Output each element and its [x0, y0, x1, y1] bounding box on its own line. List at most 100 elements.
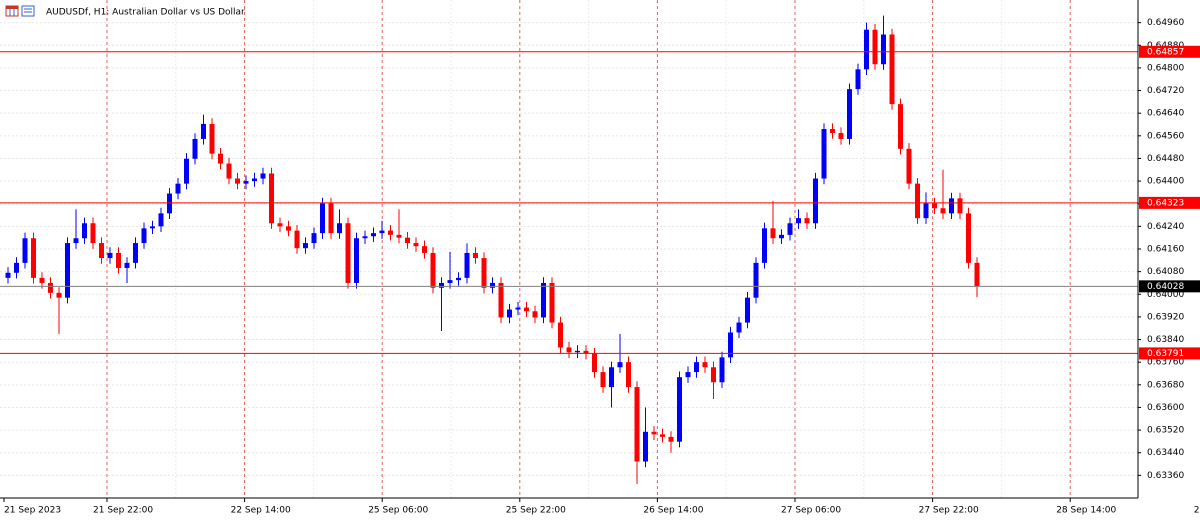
candle-body	[39, 277, 45, 283]
candle-body	[617, 362, 623, 368]
candle-body	[762, 228, 767, 263]
candle-body	[813, 178, 818, 224]
candle-body	[864, 29, 869, 70]
candle-body	[413, 243, 419, 247]
y-tick-label: 0.63840	[1147, 335, 1184, 345]
candle-body	[65, 243, 70, 298]
candle-body	[5, 272, 11, 278]
price-level-label: 0.63791	[1147, 349, 1184, 359]
candle-body	[532, 311, 538, 318]
candle-body	[677, 377, 682, 442]
price-level-tag	[1139, 347, 1200, 360]
candle-body	[388, 230, 393, 235]
candle-body	[99, 243, 104, 259]
candle-body	[345, 223, 351, 283]
time-axis	[0, 498, 1200, 521]
y-tick-label: 0.63360	[1147, 471, 1184, 481]
candle-body	[337, 223, 342, 234]
candle-body	[439, 282, 444, 288]
candle-body	[362, 236, 368, 239]
current-price-tag	[1139, 280, 1200, 293]
candle-body	[694, 362, 699, 373]
candle-body	[447, 280, 453, 283]
candle-body	[549, 282, 555, 323]
candle-body	[464, 252, 470, 278]
candle-body	[286, 226, 291, 231]
x-tick-label: 27 Sep 06:00	[781, 506, 841, 516]
candle-body	[745, 297, 750, 323]
candle-body	[498, 282, 504, 318]
x-tick-label: 27 Sep 22:00	[919, 506, 979, 516]
candle-body	[915, 183, 920, 219]
candle-body	[821, 129, 827, 179]
candle-body	[558, 322, 563, 348]
candle-body	[634, 387, 640, 462]
candle-body	[303, 243, 308, 249]
candle-body	[56, 292, 62, 298]
candle-body	[592, 353, 597, 373]
candle-body	[371, 233, 376, 237]
candle-body	[515, 307, 521, 310]
candle-body	[456, 277, 461, 281]
candle-body	[48, 282, 53, 293]
candle-body	[566, 347, 572, 353]
candle-body	[73, 238, 79, 244]
candle-body	[702, 362, 708, 368]
y-tick-label: 0.63520	[1147, 426, 1184, 436]
symbol-icon	[5, 5, 35, 17]
candle-body	[600, 372, 606, 388]
candle-body	[643, 431, 648, 462]
candle-body	[626, 362, 631, 388]
candle-body	[201, 123, 206, 139]
x-tick-label: 25 Sep 22:00	[506, 506, 566, 516]
y-tick-label: 0.64960	[1147, 18, 1184, 28]
candle-body	[269, 173, 274, 224]
candle-body	[422, 246, 427, 253]
price-axis	[1138, 0, 1200, 521]
candle-body	[881, 34, 886, 65]
candle-body	[660, 434, 665, 437]
candle-body	[235, 178, 240, 184]
candle-body	[855, 69, 861, 90]
candle-body	[14, 262, 19, 273]
candle-body	[906, 148, 912, 184]
period-separators	[106, 0, 1071, 498]
candle-body	[898, 104, 903, 149]
candle-body	[116, 252, 121, 268]
candle-body	[184, 158, 189, 184]
chart-title: AUDUSDf, H1: Australian Dollar vs US Dol…	[46, 8, 245, 18]
y-tick-label: 0.63680	[1147, 380, 1184, 390]
candle-body	[243, 181, 249, 184]
price-level-tag	[1139, 196, 1200, 209]
candle-body	[277, 223, 283, 227]
candle-body	[974, 262, 980, 287]
candle-body	[838, 132, 844, 139]
candle-body	[830, 129, 835, 133]
x-tick-label: 26 Sep 14:00	[643, 506, 703, 516]
candle-body	[796, 218, 801, 224]
candle-body	[736, 322, 742, 333]
axis-labels: 0.63360 0.63440 0.63520 0.63600 0.63680 0.637…	[3, 18, 1200, 516]
candle-body	[320, 203, 325, 234]
candle-body	[668, 436, 674, 442]
y-tick-label: 0.63920	[1147, 312, 1184, 322]
candle-body	[753, 262, 759, 298]
candle-body	[167, 193, 172, 214]
candle-body	[481, 258, 487, 288]
candle-body	[651, 431, 657, 435]
y-tick-label: 0.64800	[1147, 63, 1184, 73]
candle-body	[209, 123, 215, 154]
y-tick-label: 0.64160	[1147, 245, 1184, 255]
candle-body	[158, 213, 164, 227]
candle-body	[847, 89, 852, 139]
candle-body	[932, 203, 937, 209]
candle-body	[430, 252, 436, 288]
candle-body	[872, 29, 878, 65]
y-tick-label: 0.64080	[1147, 267, 1184, 277]
y-tick-label: 0.63760	[1147, 358, 1184, 368]
candle-body	[957, 198, 963, 214]
candle-body	[252, 178, 257, 182]
candle-body	[728, 332, 733, 358]
candle-body	[311, 233, 317, 244]
candle-body	[226, 163, 232, 179]
